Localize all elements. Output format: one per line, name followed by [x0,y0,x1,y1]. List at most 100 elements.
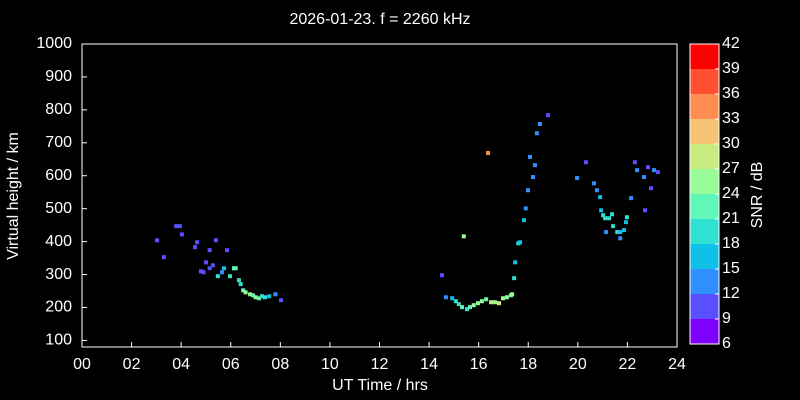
data-point [584,160,589,165]
data-point [504,295,509,300]
colorbar-tick-label: 6 [722,335,731,352]
x-tick-label: 10 [321,356,339,373]
data-point [248,292,253,297]
data-point [611,224,616,229]
data-point [195,240,200,245]
data-point [439,273,444,278]
data-point [513,260,518,265]
data-point [604,230,609,235]
x-tick-label: 12 [371,356,389,373]
data-point [236,278,241,283]
data-point [177,224,182,229]
data-point [456,302,461,307]
data-point [522,218,527,223]
data-point [648,186,653,191]
data-point [262,295,267,300]
data-point [193,245,198,250]
data-point [651,168,656,173]
x-tick-label: 02 [123,356,141,373]
colorbar-tick-label: 42 [722,35,740,52]
data-point [632,160,637,165]
data-point [475,301,480,306]
data-point [621,228,626,233]
data-point [546,113,551,118]
data-point [607,216,612,221]
data-point [500,296,505,301]
y-tick-label: 700 [45,134,72,151]
x-tick-label: 06 [222,356,240,373]
data-point [534,131,539,136]
data-point [591,181,596,186]
x-tick-label: 20 [569,356,587,373]
data-point [253,295,258,300]
colorbar-label: SNR / dB [749,162,766,229]
colorbar-bin [690,319,719,344]
data-point [461,234,466,239]
data-point [467,305,472,310]
colorbar-bin [690,244,719,269]
y-tick-label: 100 [45,332,72,349]
data-point [450,296,455,301]
data-point [273,292,278,297]
colorbar-bin [690,194,719,219]
data-point [179,232,184,237]
data-point [603,216,608,221]
data-point [174,224,179,229]
data-point [527,154,532,159]
data-point [279,298,284,303]
data-point [615,230,620,235]
y-tick-label: 1000 [36,35,72,52]
data-point [465,307,470,312]
data-point [251,293,256,298]
data-point [233,266,238,271]
colorbar-bin [690,69,719,94]
colorbar-tick-label: 9 [722,310,731,327]
data-point [601,213,606,218]
y-axis-label: Virtual height / km [5,132,22,260]
data-point [210,263,215,268]
data-point [259,294,264,299]
colorbar-tick-label: 33 [722,110,740,127]
x-tick-label: 08 [271,356,289,373]
x-axis-label: UT Time / hrs [332,377,428,394]
data-point [624,215,629,220]
data-point [610,212,615,217]
data-point [199,269,203,274]
data-point [225,248,230,253]
data-point [453,299,458,304]
data-point [518,240,523,245]
data-point [243,290,248,295]
y-tick-label: 800 [45,101,72,118]
data-point [530,175,535,180]
data-point [257,296,262,301]
data-point [443,295,448,300]
data-point [643,208,648,213]
data-point [484,297,489,302]
data-point [598,195,603,200]
x-tick-label: 04 [172,356,190,373]
x-tick-label: 24 [668,356,686,373]
y-tick-label: 900 [45,68,72,85]
colorbar-bin [690,119,719,144]
y-tick-label: 300 [45,266,72,283]
data-point [493,300,498,305]
y-tick-label: 500 [45,200,72,217]
data-point [215,274,220,279]
y-tick-label: 200 [45,299,72,316]
data-point [599,208,604,213]
data-point [161,255,166,260]
data-point [526,188,531,193]
colorbar-tick-label: 18 [722,235,740,252]
colorbar-tick-label: 36 [722,85,740,102]
colorbar-bin [690,94,719,119]
colorbar-tick-label: 24 [722,185,740,202]
data-point [267,294,272,299]
data-point [155,238,160,243]
data-point [203,260,208,265]
data-point [655,170,660,175]
data-point [532,163,537,168]
colorbar-bin [690,144,719,169]
data-point [479,299,484,304]
data-point [238,282,243,287]
colorbar-tick-label: 12 [722,285,740,302]
